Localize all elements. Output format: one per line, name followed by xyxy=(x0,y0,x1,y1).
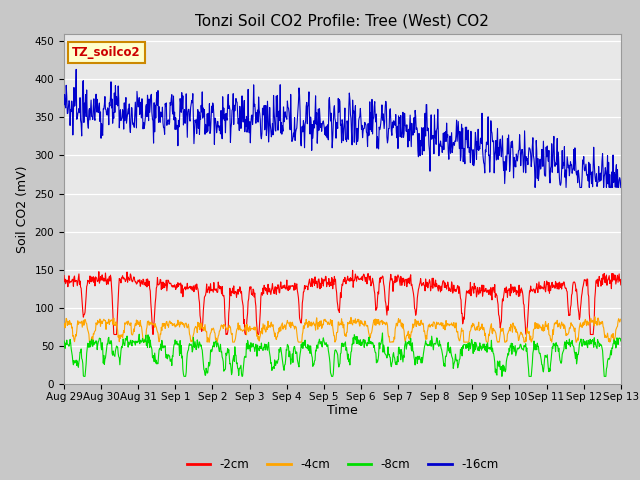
Text: TZ_soilco2: TZ_soilco2 xyxy=(72,46,141,59)
X-axis label: Time: Time xyxy=(327,405,358,418)
Legend: -2cm, -4cm, -8cm, -16cm: -2cm, -4cm, -8cm, -16cm xyxy=(182,454,503,476)
Title: Tonzi Soil CO2 Profile: Tree (West) CO2: Tonzi Soil CO2 Profile: Tree (West) CO2 xyxy=(195,13,490,28)
Y-axis label: Soil CO2 (mV): Soil CO2 (mV) xyxy=(16,165,29,252)
